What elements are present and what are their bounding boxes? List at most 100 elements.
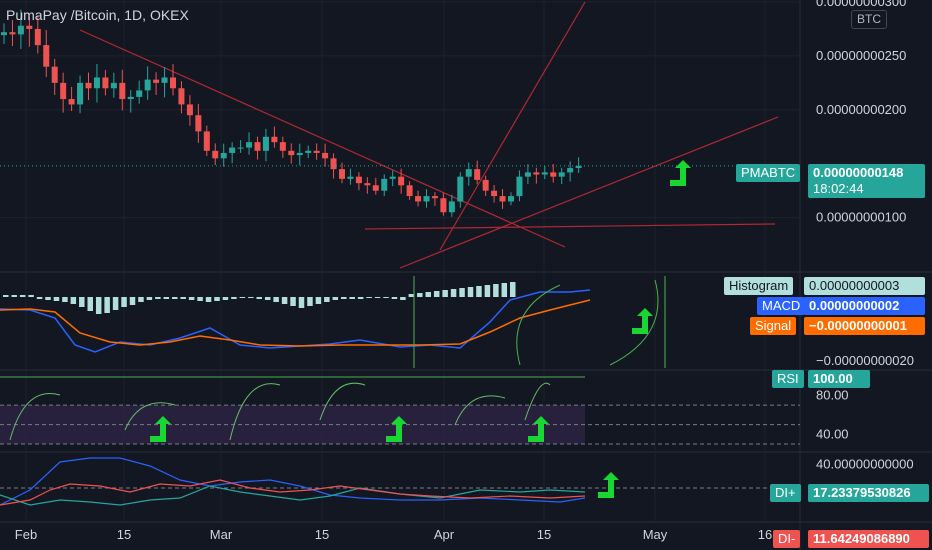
- macd-histogram-bar: [493, 284, 499, 297]
- macd-histogram-bar: [45, 297, 51, 300]
- rsi-tick-label: 40.00: [816, 426, 849, 441]
- time-tick-label: 16: [758, 527, 772, 542]
- candle-body: [161, 77, 168, 83]
- di-plus-value-tag: 17.23379530826: [808, 484, 929, 502]
- time-tick-label: 15: [117, 527, 131, 542]
- macd-histogram-bar: [231, 297, 237, 299]
- macd-histogram-bar: [324, 297, 330, 302]
- candle-body: [229, 147, 236, 153]
- macd-histogram-bar: [298, 297, 305, 308]
- candlesticks: [1, 9, 582, 217]
- macd-pane[interactable]: [0, 276, 666, 368]
- macd-histogram-bar: [510, 282, 516, 297]
- candle-body: [296, 152, 303, 156]
- candle-body: [364, 183, 371, 186]
- di-minus-value-tag: 11.64249086890: [808, 530, 929, 548]
- candle-body: [406, 185, 413, 197]
- macd-histogram-bar: [467, 287, 474, 297]
- macd-histogram-bar: [104, 297, 110, 313]
- macd-histogram-bar: [95, 297, 102, 314]
- candle-body: [212, 150, 219, 159]
- candle-body: [508, 196, 514, 202]
- macd-histogram-bar: [256, 297, 262, 299]
- macd-histogram-bar: [62, 297, 68, 302]
- macd-histogram-bar: [442, 290, 448, 297]
- up-arrow-shape: [150, 416, 171, 442]
- candle-body: [313, 150, 320, 153]
- macd-histogram-bar: [248, 297, 254, 298]
- macd-histogram-bar: [70, 297, 77, 304]
- candle-body: [305, 150, 312, 153]
- price-tick-label: 0.00000000300: [816, 0, 906, 9]
- trendline: [79, 29, 566, 248]
- candle-body: [558, 172, 565, 177]
- up-arrow-icon: [670, 160, 691, 186]
- time-tick-label: May: [643, 527, 668, 542]
- annotation-arc: [454, 395, 506, 426]
- macd-histogram-bar: [357, 297, 364, 299]
- macd-histogram-bar: [417, 293, 423, 297]
- macd-histogram-bar: [273, 297, 279, 302]
- rsi-label-tag: RSI: [772, 370, 804, 388]
- candle-body: [195, 115, 202, 132]
- macd-histogram-bar: [239, 297, 246, 298]
- candle-body: [347, 176, 354, 179]
- candle-body: [550, 172, 557, 177]
- candle-body: [26, 25, 33, 29]
- price-pane[interactable]: [0, 1, 800, 269]
- candle-body: [575, 165, 582, 169]
- candle-body: [170, 77, 176, 89]
- macd-histogram-bar: [349, 297, 355, 299]
- macd-histogram-bar: [172, 297, 178, 299]
- time-axis[interactable]: Feb 15 Mar 15 Apr 15 May 16: [15, 527, 772, 542]
- dmi-pane[interactable]: [0, 457, 800, 506]
- macd-histogram-bar: [315, 297, 322, 304]
- candle-body: [93, 77, 100, 89]
- price-tick-label: 0.00000000200: [816, 102, 906, 117]
- candle-body: [372, 185, 379, 191]
- macd-histogram-bar: [11, 295, 17, 297]
- candle-body: [499, 196, 506, 202]
- macd-histogram-bar: [332, 297, 339, 300]
- rsi-pane[interactable]: [0, 376, 800, 445]
- histogram-value-tag: 0.00000000003: [804, 277, 925, 295]
- candle-body: [119, 82, 126, 100]
- macd-histogram-bar: [501, 283, 508, 297]
- candle-body: [465, 169, 472, 177]
- annotation-arc: [229, 383, 281, 441]
- macd-histogram-bar: [264, 297, 271, 300]
- annotation-arc: [9, 393, 61, 441]
- trendlines: [79, 1, 779, 269]
- candle-body: [381, 178, 388, 191]
- candle-body: [77, 82, 84, 105]
- rsi-tick-label: 80.00: [816, 387, 849, 402]
- up-arrow-shape: [598, 472, 619, 498]
- di-plus-label-tag: DI+: [770, 484, 801, 502]
- candle-body: [541, 172, 548, 175]
- histogram-label-tag: Histogram: [724, 277, 794, 295]
- macd-histogram-bar: [425, 292, 431, 297]
- macd-histogram-bar: [400, 297, 406, 300]
- up-arrow-icon: [150, 416, 171, 442]
- candle-body: [102, 77, 109, 89]
- price-axis[interactable]: 0.00000000300 0.00000000250 0.00000000200 0…: [816, 0, 914, 472]
- macd-histogram-bar: [19, 295, 26, 297]
- macd-histogram-bar: [112, 297, 119, 310]
- macd-histogram-bar: [53, 297, 60, 301]
- signal-value-tag: −0.00000000001: [804, 317, 925, 335]
- trendline: [399, 116, 779, 269]
- macd-histogram-bar: [138, 297, 144, 302]
- scale-currency-badge[interactable]: BTC: [851, 10, 887, 29]
- time-tick-label: Mar: [210, 527, 233, 542]
- candle-body: [339, 169, 345, 179]
- macd-histogram-bar: [205, 297, 212, 302]
- macd-histogram-bar: [222, 297, 229, 300]
- macd-histogram-bar: [79, 297, 85, 307]
- macd-histogram-bar: [366, 297, 372, 298]
- up-arrow-shape: [670, 160, 691, 186]
- time-tick-label: Apr: [434, 527, 455, 542]
- candle-body: [524, 172, 531, 177]
- macd-histogram-bar: [3, 295, 9, 297]
- macd-histogram-bar: [433, 291, 440, 297]
